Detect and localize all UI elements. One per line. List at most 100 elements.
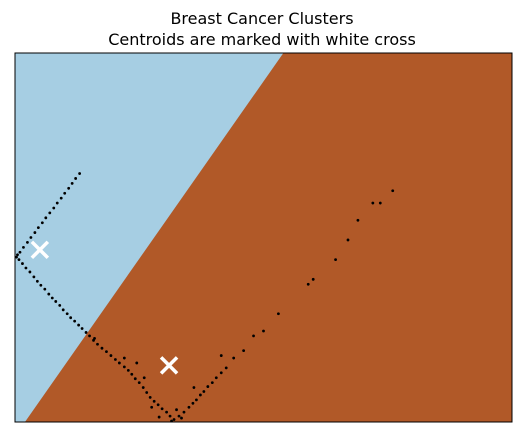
data-point — [252, 334, 255, 338]
data-point — [160, 407, 164, 411]
data-point — [391, 189, 395, 193]
data-point — [32, 275, 36, 279]
data-point — [15, 255, 18, 259]
data-point — [191, 401, 195, 405]
data-point — [96, 342, 99, 346]
data-point — [78, 172, 82, 175]
data-point — [55, 201, 59, 205]
data-point — [29, 236, 33, 239]
data-point — [88, 334, 91, 338]
data-point — [168, 414, 172, 418]
data-point — [35, 279, 39, 283]
data-point — [122, 365, 126, 369]
data-point — [47, 292, 51, 296]
data-point — [59, 196, 63, 200]
data-point — [165, 410, 168, 414]
centroid-marker-0 — [30, 240, 50, 260]
data-point — [24, 266, 28, 270]
data-point — [73, 319, 77, 323]
data-point — [206, 385, 210, 388]
data-point — [50, 296, 54, 300]
data-point — [67, 186, 71, 190]
data-point — [219, 371, 223, 375]
data-point — [148, 396, 152, 399]
data-point — [311, 277, 315, 281]
data-point — [195, 398, 198, 402]
data-point — [39, 283, 43, 287]
data-point — [109, 354, 113, 357]
data-point — [74, 177, 78, 180]
data-point — [70, 181, 74, 185]
data-point — [214, 376, 218, 380]
data-point — [224, 366, 228, 370]
data-point — [210, 381, 214, 385]
data-point — [36, 226, 40, 230]
data-point — [152, 399, 156, 403]
data-point — [16, 253, 19, 257]
data-point — [198, 393, 202, 397]
chart-title: Breast Cancer Clusters — [170, 9, 353, 28]
data-point — [17, 258, 21, 262]
data-point — [80, 327, 84, 330]
data-point — [52, 206, 56, 210]
data-point — [192, 386, 196, 389]
data-point — [126, 368, 130, 372]
data-point — [84, 331, 88, 334]
data-point — [18, 250, 22, 254]
data-point — [145, 391, 149, 394]
data-point — [48, 211, 52, 215]
data-point — [232, 356, 236, 360]
cluster-region-1 — [24, 53, 512, 422]
data-point — [137, 381, 141, 385]
chart-subtitle: Centroids are marked with white cross — [108, 30, 416, 49]
data-point — [61, 308, 65, 312]
centroid-marker-1 — [159, 356, 179, 375]
data-point — [277, 312, 280, 316]
data-point — [28, 270, 32, 274]
data-point — [133, 377, 137, 381]
data-point — [22, 245, 25, 249]
data-point — [105, 350, 108, 354]
data-point — [54, 300, 58, 303]
data-point — [117, 361, 121, 365]
data-point — [63, 191, 67, 195]
data-point — [156, 403, 160, 407]
plot-area — [14, 52, 513, 423]
data-point — [40, 221, 44, 225]
data-point — [262, 329, 265, 333]
data-point — [175, 408, 178, 412]
data-point — [334, 258, 337, 262]
data-point — [177, 414, 181, 418]
data-point — [242, 349, 246, 353]
data-point — [100, 346, 104, 350]
data-point — [26, 241, 29, 244]
data-point — [180, 416, 183, 420]
data-point — [69, 316, 73, 320]
axes-frame — [14, 52, 513, 423]
data-point — [77, 323, 81, 327]
data-point — [113, 358, 117, 361]
data-point — [219, 354, 223, 357]
data-point — [306, 282, 310, 286]
data-point — [130, 372, 134, 376]
data-point — [346, 238, 350, 242]
data-point — [142, 376, 146, 380]
data-point — [356, 218, 360, 222]
data-point — [65, 312, 69, 316]
data-point — [202, 390, 206, 393]
data-point — [21, 262, 24, 265]
data-point — [378, 201, 382, 205]
data-point — [172, 418, 176, 421]
data-point — [150, 405, 154, 409]
data-point — [371, 201, 375, 205]
data-point — [44, 216, 48, 220]
data-point — [122, 356, 126, 360]
data-point — [43, 287, 47, 291]
data-point — [182, 410, 186, 414]
data-point — [58, 303, 62, 307]
data-point — [187, 405, 191, 409]
data-point — [141, 386, 145, 389]
data-point — [33, 231, 37, 234]
data-point — [135, 361, 139, 365]
